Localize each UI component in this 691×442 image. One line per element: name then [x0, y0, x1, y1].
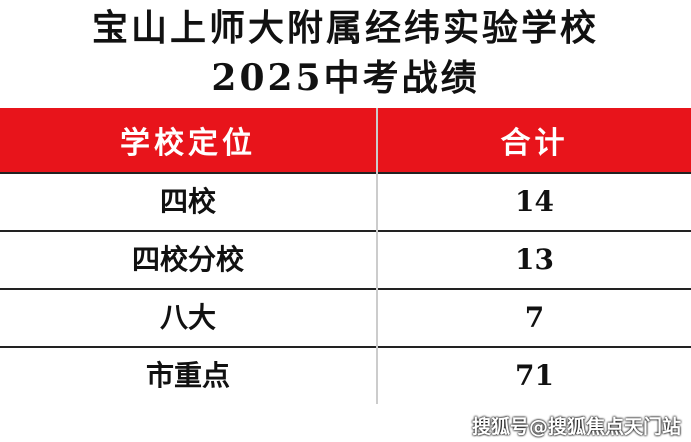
header-school-type: 学校定位	[0, 108, 378, 173]
table-row: 四校分校 13	[0, 230, 691, 289]
cell-total: 14	[377, 172, 691, 231]
cell-total: 13	[377, 230, 691, 289]
header-total: 合计	[377, 108, 691, 173]
cell-type: 四校分校	[0, 230, 378, 289]
table-row: 四校 14	[0, 172, 691, 231]
title-line1: 宝山上师大附属经纬实验学校	[91, 7, 599, 49]
cell-type: 四校	[0, 172, 378, 231]
table-row: 八大 7	[0, 288, 691, 347]
header-row: 学校定位 合计	[0, 108, 691, 173]
results-table: 学校定位 合计 四校 14 四校分校 13 八大 7 市重点 71	[0, 108, 691, 404]
watermark: 搜狐号@搜狐焦点天门站	[471, 416, 681, 438]
title-line2: 2025中考战绩	[211, 57, 480, 99]
cell-total: 7	[377, 288, 691, 347]
cell-type: 市重点	[0, 346, 378, 404]
cell-type: 八大	[0, 288, 378, 347]
cell-total: 71	[377, 346, 691, 404]
table-row: 市重点 71	[0, 346, 691, 404]
